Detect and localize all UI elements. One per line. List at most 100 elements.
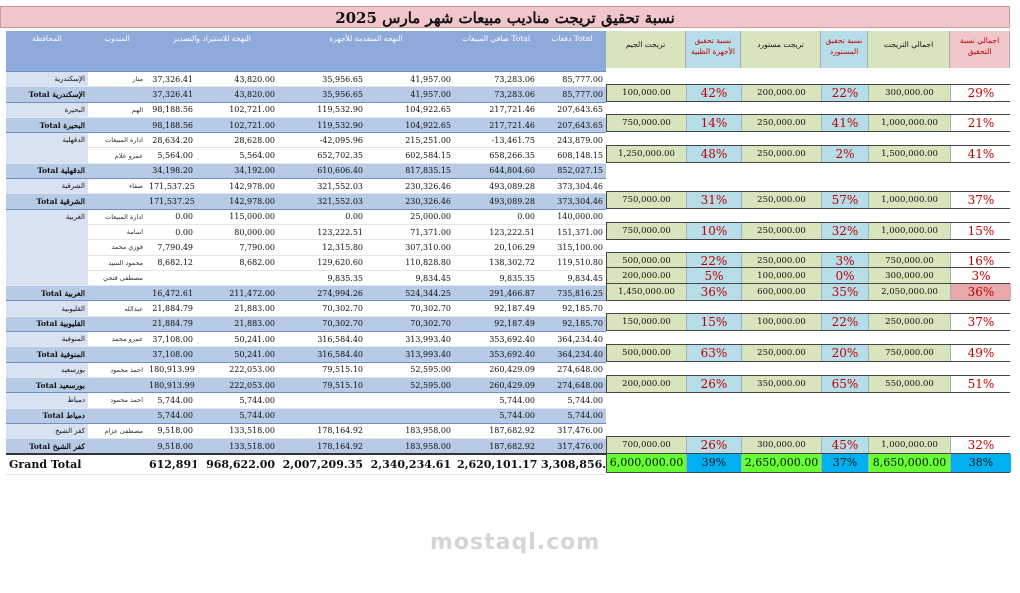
total-net-cell: 658,266.35: [454, 147, 539, 164]
import-paid-cell: 115,000.00: [196, 209, 278, 225]
advanced-net-cell: 35,956.65: [278, 86, 366, 103]
table-row: الغربية ادارة المبيعات 0.00 115,000.00 0.00 2…: [6, 209, 607, 225]
rep-cell: منار: [88, 71, 146, 88]
import-paid-cell: 21,883.00: [196, 300, 278, 317]
advanced-paid-cell: 602,584.15: [366, 147, 455, 164]
import-target-cell: 250,000.00: [742, 115, 822, 132]
total-net-cell: 20,106.29: [454, 239, 539, 256]
total-paid-cell: 207,643.65: [538, 102, 607, 118]
import-paid-cell: 43,820.00: [196, 71, 278, 88]
table-row: دمياط احمد محمود 5,744.00 5,744.00 5,744.00 5…: [6, 392, 607, 409]
rep-cell: عمرو محمد: [88, 331, 146, 348]
target-row: 750,000.00 10% 250,000.00 32% 1,000,000.00 15…: [606, 221, 1011, 240]
total-paid-cell: 119,510.80: [538, 255, 607, 271]
header-row: المحافظة المندوب النهجة للاستيراد والتصد…: [6, 31, 607, 72]
import-target-cell: 250,000.00: [742, 191, 822, 208]
advanced-paid-cell: 313,993.40: [366, 346, 455, 363]
total-net-cell: 123,222.51: [454, 224, 539, 241]
import-net-cell: 16,472.61: [146, 285, 196, 302]
rep-cell: مصطفى عزام: [88, 423, 146, 440]
import-pct-cell: 57%: [822, 191, 869, 208]
total-pct-cell: 16%: [951, 253, 1011, 270]
import-net-cell: 180,913.99: [146, 376, 196, 394]
import-paid-cell: 50,241.00: [196, 346, 278, 363]
gym-target-cell: 100,000.00: [607, 84, 687, 101]
import-paid-cell: 102,721.00: [196, 102, 278, 118]
import-net-cell: 37,326.41: [146, 71, 196, 88]
region-cell: [6, 255, 88, 271]
advanced-net-cell: 129,620.60: [278, 255, 366, 271]
header-total-paid: دفعات Total: [538, 31, 607, 72]
rep-cell: [88, 116, 146, 134]
import-paid-cell: 5,744.00: [196, 392, 278, 409]
medical-pct-cell: 31%: [687, 191, 742, 208]
rep-cell: اسامة: [88, 224, 146, 241]
import-target-cell: 200,000.00: [742, 84, 822, 101]
total-pct-cell: 3%: [951, 268, 1011, 285]
gym-target-cell: 750,000.00: [607, 222, 687, 239]
import-paid-cell: 5,564.00: [196, 147, 278, 164]
medical-pct-cell: 63%: [687, 344, 742, 361]
gym-target-cell: 750,000.00: [607, 115, 687, 132]
import-pct-cell: 22%: [822, 84, 869, 101]
total-pct-cell: 29%: [951, 84, 1011, 101]
target-row: 100,000.00 42% 200,000.00 22% 300,000.00 29%: [606, 83, 1011, 102]
header-import-group: النهجة للاستيراد والتصدير: [146, 31, 278, 72]
import-paid-cell: 142,978.00: [196, 178, 278, 195]
total-paid-cell: 5,744.00: [538, 407, 607, 424]
import-net-cell: 37,326.41: [146, 86, 196, 103]
region-cell: القليوبية Total: [6, 315, 88, 333]
region-cell: الإسكندرية Total: [6, 86, 88, 103]
rep-cell: [88, 407, 146, 424]
advanced-net-cell: 274,994.26: [278, 285, 366, 302]
total-pct-cell: 37%: [951, 314, 1011, 331]
grand-total-net-cell: 2,620,101.17: [454, 453, 539, 476]
targets-panel: تريجت الجيم نسبة تحقيق الأجهزة الطبية تر…: [606, 31, 1011, 591]
medical-pct-cell: 22%: [687, 253, 742, 270]
region-cell: كفر الشيخ Total: [6, 438, 88, 455]
import-paid-cell: 8,682.00: [196, 255, 278, 271]
region-total-row: دمياط Total 5,744.00 5,744.00 5,744.00 5,744…: [6, 407, 607, 424]
advanced-paid-cell: 313,993.40: [366, 331, 455, 348]
medical-pct-cell: 5%: [687, 268, 742, 285]
region-cell: [6, 270, 88, 287]
advanced-net-cell: 79,515.10: [278, 376, 366, 394]
total-pct-cell: 38%: [951, 453, 1011, 472]
medical-pct-cell: 42%: [687, 84, 742, 101]
total-net-cell: 73,283.06: [454, 86, 539, 103]
total-net-cell: 493,089.28: [454, 193, 539, 210]
region-cell: الإسكندرية: [6, 71, 88, 88]
total-net-cell: 0.00: [454, 209, 539, 225]
advanced-paid-cell: 215,251.00: [366, 132, 455, 149]
advanced-net-cell: 321,552.03: [278, 178, 366, 195]
total-paid-cell: 92,185.70: [538, 315, 607, 333]
advanced-net-cell: 610,606.40: [278, 162, 366, 180]
import-net-cell: 180,913.99: [146, 362, 196, 378]
rep-cell: [88, 162, 146, 180]
target-row: 750,000.00 14% 250,000.00 41% 1,000,000.00 21…: [606, 114, 1011, 133]
total-pct-cell: 32%: [951, 436, 1011, 453]
import-net-cell: 37,108.00: [146, 346, 196, 363]
advanced-net-cell: 79,515.10: [278, 362, 366, 378]
advanced-paid-cell: 230,326.46: [366, 193, 455, 210]
import-target-cell: 250,000.00: [742, 146, 822, 162]
region-cell: [6, 224, 88, 241]
import-net-cell: 0.00: [146, 224, 196, 241]
total-target-cell: 300,000.00: [869, 84, 951, 101]
total-net-cell: 92,187.49: [454, 300, 539, 317]
advanced-paid-cell: 70,302.70: [366, 315, 455, 333]
target-row: 1,450,000.00 36% 600,000.00 35% 2,050,000.00…: [606, 282, 1011, 301]
import-pct-cell: 45%: [822, 436, 869, 453]
header-rep: المندوب: [88, 31, 146, 72]
import-paid-cell: 43,820.00: [196, 86, 278, 103]
rep-cell: صفاء: [88, 178, 146, 195]
import-target-cell: 300,000.00: [742, 436, 822, 453]
rep-cell: الهم: [88, 102, 146, 118]
rep-cell: احمد محمود: [88, 362, 146, 378]
import-net-cell: 5,564.00: [146, 147, 196, 164]
total-net-cell: 73,283.06: [454, 71, 539, 88]
medical-pct-cell: 39%: [687, 453, 742, 472]
import-pct-cell: 22%: [822, 314, 869, 331]
import-target-cell: 100,000.00: [742, 314, 822, 331]
import-paid-cell: 133,518.00: [196, 438, 278, 455]
